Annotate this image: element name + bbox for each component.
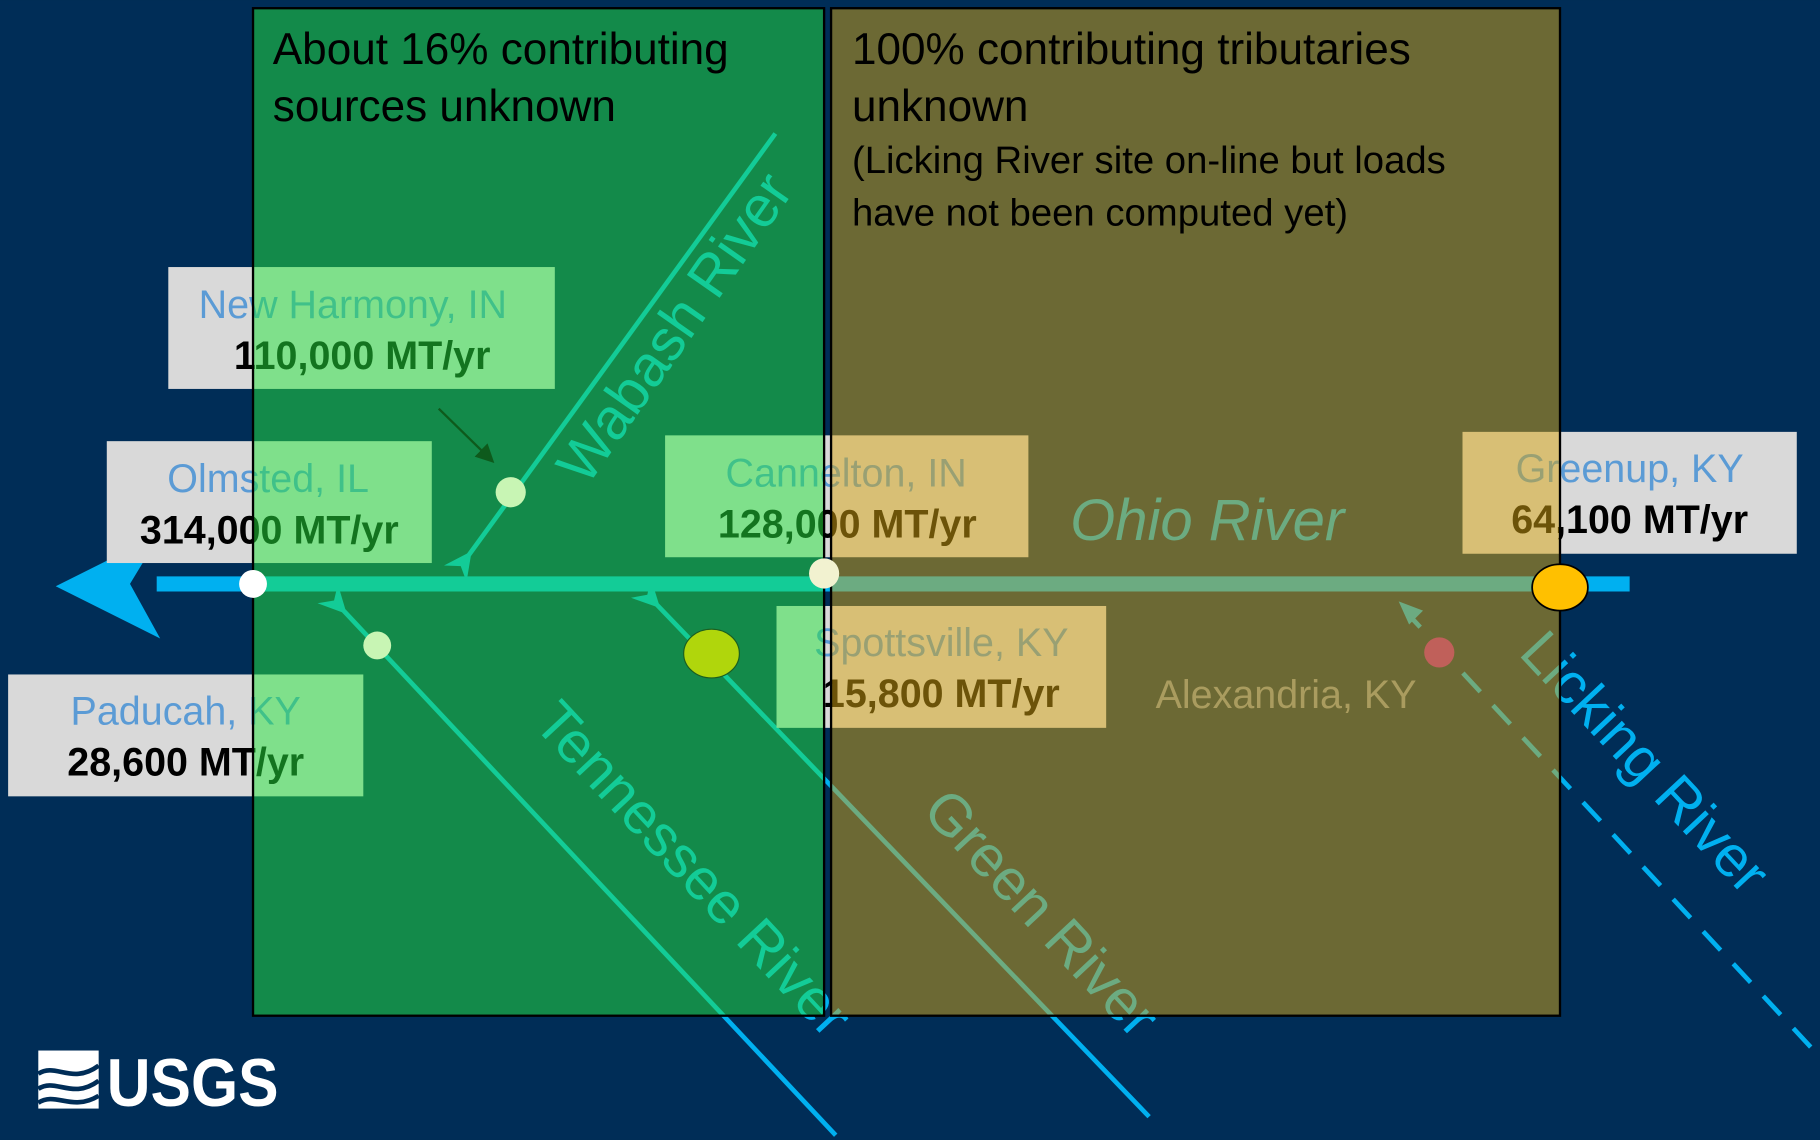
logo-text: USGS (107, 1046, 279, 1121)
panel-text: sources unknown (273, 82, 616, 131)
panel-border (829, 7, 1562, 1017)
panel-text: unknown (852, 82, 1029, 131)
dot (363, 631, 392, 660)
panel-border (251, 7, 826, 1017)
dot (1424, 637, 1455, 668)
panel-text: About 16% contributing (273, 25, 729, 74)
logo: USGS (37, 1046, 279, 1121)
dot (683, 628, 740, 679)
panel-text: 100% contributing tributaries (852, 25, 1411, 74)
panel-note: have not been computed yet) (852, 191, 1348, 234)
site-dots (239, 407, 1589, 679)
logo-waves (37, 1063, 101, 1105)
panel-note: (Licking River site on-line but loads (852, 139, 1446, 182)
unknown-panel (831, 8, 1560, 1016)
known-panel (253, 8, 825, 1016)
dot (809, 558, 840, 589)
dot (239, 570, 267, 598)
pointer (437, 407, 495, 463)
dot (1531, 563, 1589, 612)
dot (495, 477, 526, 508)
